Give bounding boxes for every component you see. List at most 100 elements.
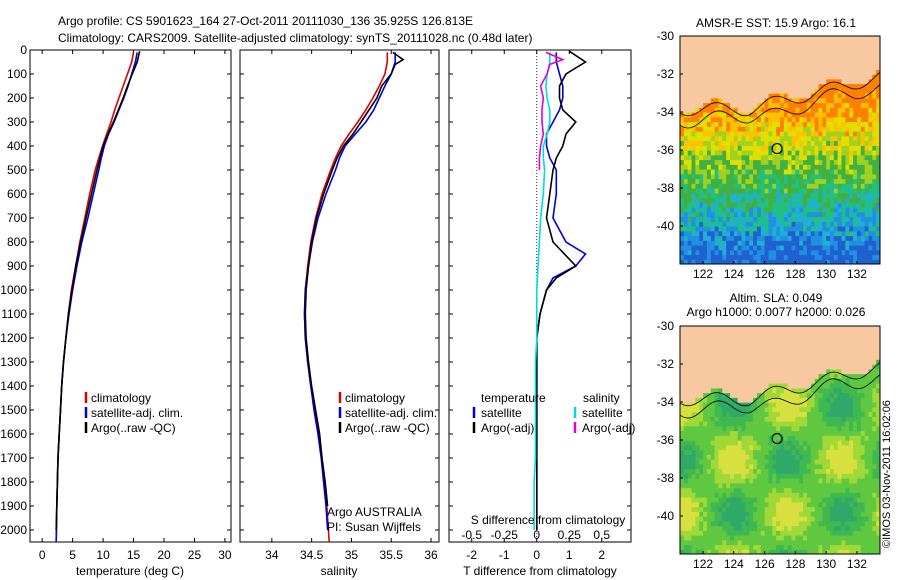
land-cell <box>737 40 743 47</box>
ocean-cell <box>853 520 858 527</box>
ocean-cell <box>687 402 693 408</box>
land-cell <box>749 368 754 375</box>
ocean-cell <box>680 183 685 189</box>
ocean-cell <box>695 421 700 427</box>
ocean-cell <box>833 454 839 460</box>
ocean-cell <box>806 516 812 522</box>
land-cell <box>753 40 758 47</box>
land-cell <box>718 383 723 389</box>
ocean-cell <box>706 449 712 455</box>
legend-label-satellite: satellite-adj. clim. <box>345 406 437 420</box>
land-cell <box>837 359 843 365</box>
ocean-cell <box>687 254 693 260</box>
ocean-cell <box>856 435 862 441</box>
ocean-cell <box>718 449 723 455</box>
ocean-cell <box>787 435 793 441</box>
ocean-cell <box>714 487 720 493</box>
ocean-cell <box>714 511 720 517</box>
ocean-cell <box>683 525 689 531</box>
ocean-cell <box>791 468 796 474</box>
ocean-cell <box>710 501 716 508</box>
ocean-cell <box>818 497 823 503</box>
ocean-cell <box>768 116 773 123</box>
ocean-cell <box>695 249 700 256</box>
ocean-cell <box>849 192 854 199</box>
ocean-cell <box>810 392 816 398</box>
ocean-cell <box>849 140 854 146</box>
ocean-cell <box>730 207 735 213</box>
ocean-cell <box>776 492 781 498</box>
ocean-cell <box>864 188 870 194</box>
ocean-cell <box>791 440 796 446</box>
ocean-cell <box>772 473 777 479</box>
land-cell <box>687 69 693 75</box>
ocean-cell <box>768 425 773 432</box>
ocean-cell <box>787 506 793 512</box>
land-cell <box>795 40 800 47</box>
ocean-cell <box>714 159 720 165</box>
ocean-cell <box>876 88 880 94</box>
ocean-cell <box>803 211 808 218</box>
ocean-cell <box>726 102 731 108</box>
ocean-cell <box>826 169 831 175</box>
ocean-cell <box>872 454 877 460</box>
ocean-cell <box>710 430 716 436</box>
ocean-cell <box>695 107 700 113</box>
ocean-cell <box>814 169 820 175</box>
ocean-cell <box>803 525 808 531</box>
ocean-cell <box>699 150 704 156</box>
ocean-cell <box>737 516 743 522</box>
ocean-cell <box>699 154 704 161</box>
ocean-cell <box>822 383 827 389</box>
ocean-cell <box>872 449 877 455</box>
land-cell <box>722 387 727 394</box>
ocean-cell <box>756 145 762 151</box>
ocean-cell <box>749 544 754 550</box>
ocean-cell <box>841 226 846 232</box>
land-cell <box>799 45 804 51</box>
ocean-cell <box>780 421 785 427</box>
ocean-cell <box>706 506 712 512</box>
depth-tick-label: 700 <box>7 211 27 225</box>
ocean-cell <box>703 468 708 474</box>
ocean-cell <box>860 211 866 218</box>
land-cell <box>710 40 716 47</box>
ocean-cell <box>868 216 873 222</box>
ocean-cell <box>833 416 839 422</box>
ocean-cell <box>868 487 873 493</box>
land-cell <box>845 69 850 75</box>
ocean-cell <box>876 235 880 241</box>
land-cell <box>753 383 758 389</box>
land-cell <box>795 50 800 56</box>
ocean-cell <box>780 387 785 394</box>
ocean-cell <box>714 230 720 237</box>
ocean-cell <box>799 112 804 118</box>
ocean-cell <box>733 226 739 232</box>
ocean-cell <box>730 173 735 180</box>
ocean-cell <box>718 126 723 132</box>
ocean-cell <box>703 211 708 218</box>
land-cell <box>864 50 870 56</box>
ocean-cell <box>814 406 820 413</box>
land-cell <box>687 93 693 99</box>
land-cell <box>722 349 727 356</box>
ocean-cell <box>741 259 746 264</box>
ocean-cell <box>814 135 820 142</box>
ocean-cell <box>856 112 862 118</box>
ocean-cell <box>822 173 827 180</box>
land-cell <box>764 55 770 61</box>
ocean-cell <box>872 459 877 465</box>
land-cell <box>860 364 866 370</box>
ocean-cell <box>822 535 827 541</box>
ocean-cell <box>726 444 731 451</box>
land-cell <box>776 64 781 70</box>
land-cell <box>756 97 762 104</box>
ocean-cell <box>845 150 850 156</box>
ocean-cell <box>710 102 716 108</box>
ocean-cell <box>783 435 789 441</box>
ocean-cell <box>795 131 800 137</box>
ocean-cell <box>830 411 835 417</box>
land-cell <box>830 36 835 42</box>
ocean-cell <box>868 449 873 455</box>
ocean-cell <box>756 430 762 436</box>
